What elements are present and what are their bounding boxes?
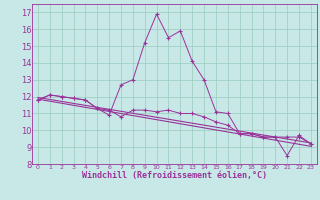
X-axis label: Windchill (Refroidissement éolien,°C): Windchill (Refroidissement éolien,°C) [82, 171, 267, 180]
